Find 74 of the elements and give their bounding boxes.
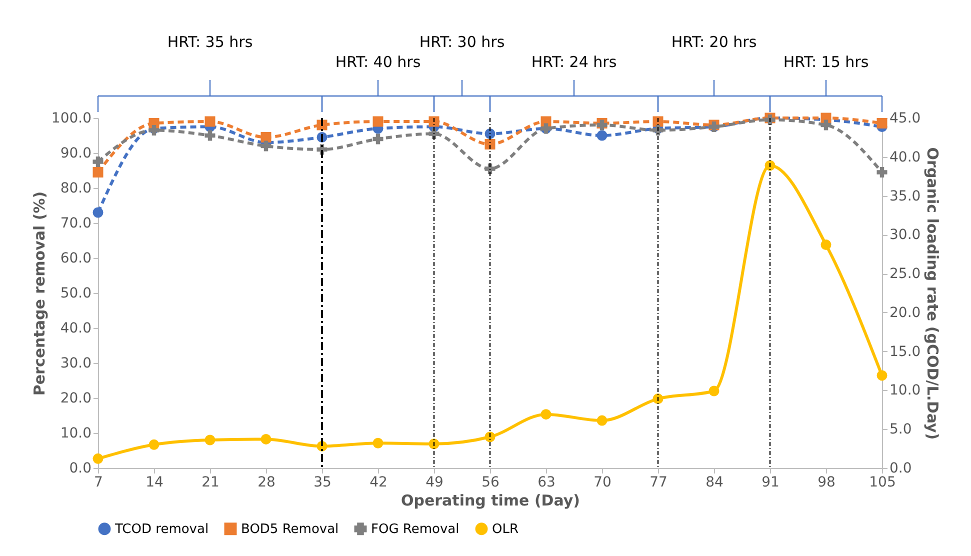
text: HRT: 30 hrs: [419, 33, 505, 51]
point: [92, 207, 104, 218]
x-tick-label: 98: [818, 474, 836, 490]
y-axis-title: Percentage removal (%): [30, 191, 48, 396]
point: [92, 156, 104, 167]
y2-tick-label: 25.0: [890, 266, 921, 282]
y2-tick-label: 5.0: [890, 422, 912, 438]
point: [92, 453, 104, 464]
point: [260, 140, 272, 152]
point: [820, 120, 832, 130]
legend-label: TCOD removal: [114, 522, 209, 537]
point: [484, 432, 496, 442]
y-tick-label: 80.0: [60, 180, 92, 196]
point: [372, 134, 384, 144]
point: [204, 130, 216, 141]
point: [540, 409, 552, 420]
point: [372, 438, 384, 448]
legend-label: BOD5 Removal: [241, 522, 339, 537]
y-tick-label: 50.0: [60, 286, 92, 302]
y2-tick-label: 10.0: [890, 382, 921, 399]
point: [820, 240, 832, 250]
y-tick-label: 70.0: [60, 216, 92, 232]
point: [148, 439, 160, 450]
y2-tick-label: 15.0: [890, 344, 921, 360]
point: [596, 415, 608, 426]
point: [876, 167, 888, 178]
y-tick-label: 10.0: [60, 426, 92, 442]
x-tick-label: 35: [314, 474, 332, 490]
y2-tick-label: 45.0: [890, 110, 921, 126]
x-tick-label: 21: [202, 474, 220, 490]
point: [708, 386, 720, 396]
x-tick-label: 105: [869, 474, 896, 490]
y2-axis-title: Organic loading rate (gCOD/L.Day): [924, 147, 942, 440]
text: HRT: 35 hrs: [167, 33, 253, 51]
y-tick-label: 0.0: [69, 460, 92, 476]
x-tick-label: 14: [146, 474, 164, 490]
y-tick-label: 20.0: [60, 390, 92, 406]
point: [204, 434, 216, 446]
y2-tick-label: 0.0: [890, 460, 912, 476]
legend-label: FOG Removal: [371, 522, 460, 537]
x-tick-label: 70: [594, 474, 612, 490]
y2-tick-label: 30.0: [890, 227, 921, 244]
x-tick-label: 7: [94, 474, 103, 490]
y-tick-label: 60.0: [60, 250, 92, 266]
x-tick-label: 77: [650, 474, 668, 490]
x-tick-label: 91: [762, 474, 780, 490]
point: [372, 116, 384, 127]
y-tick-label: 30.0: [60, 356, 92, 372]
x-tick-label: 84: [706, 474, 724, 490]
y2-tick-label: 40.0: [890, 149, 921, 166]
point: [92, 167, 104, 178]
x-axis-title: Operating time (Day): [400, 492, 580, 510]
point: [876, 370, 888, 381]
text: HRT: 15 hrs: [783, 53, 869, 71]
legend-label: OLR: [492, 522, 519, 537]
point: [204, 116, 216, 127]
text: HRT: 20 hrs: [671, 33, 757, 51]
y-tick-label: 90.0: [60, 146, 92, 162]
point: [260, 132, 272, 142]
text: HRT: 24 hrs: [531, 53, 617, 71]
x-tick-label: 28: [258, 474, 276, 490]
x-tick-label: 49: [426, 474, 444, 490]
point: [260, 434, 272, 444]
y-tick-label: 100.0: [51, 110, 92, 126]
point: [484, 139, 496, 150]
y2-tick-label: 20.0: [890, 304, 921, 321]
y-tick-label: 40.0: [60, 320, 92, 336]
x-tick-label: 63: [538, 474, 556, 490]
point: [876, 118, 888, 128]
x-tick-label: 42: [370, 474, 388, 490]
text: HRT: 40 hrs: [335, 53, 421, 71]
point: [596, 130, 608, 141]
y2-tick-label: 35.0: [890, 188, 921, 204]
x-tick-label: 56: [482, 474, 500, 490]
